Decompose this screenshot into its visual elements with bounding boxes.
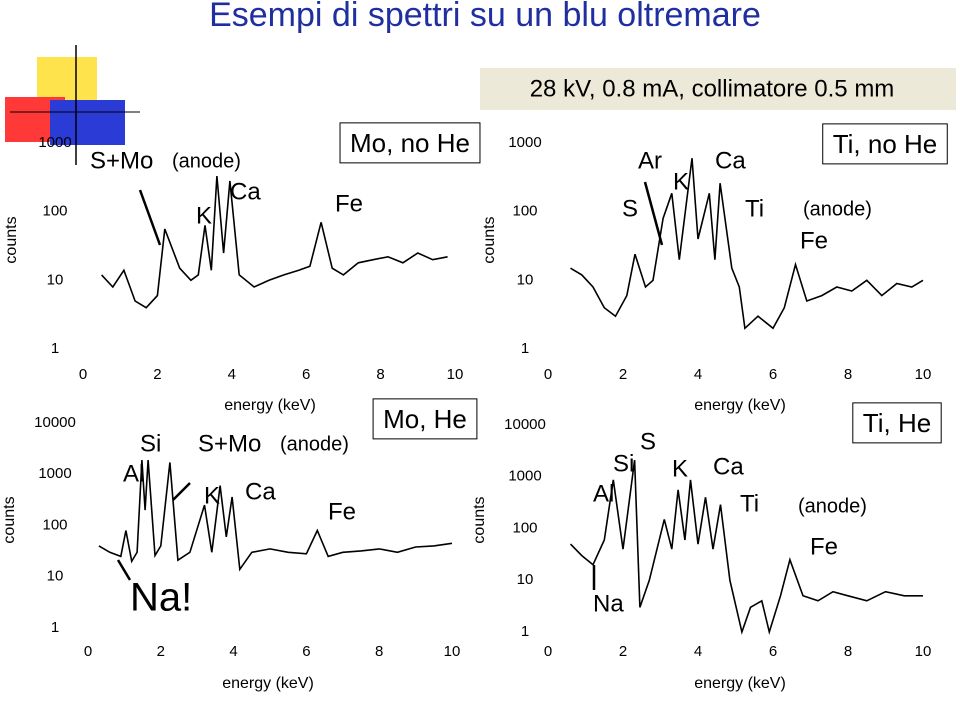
x-tick-label: 10 <box>447 366 464 383</box>
subtitle: 28 kV, 0.8 mA, collimatore 0.5 mm <box>530 75 895 102</box>
annotation: Fe <box>335 190 363 217</box>
annotation: Ca <box>713 453 744 480</box>
y-tick-label: 1000 <box>38 465 71 482</box>
annotation: Ti, He <box>863 408 931 438</box>
x-tick-label: 4 <box>694 366 702 383</box>
y-tick-label: 1 <box>521 623 529 640</box>
x-tick-label: 0 <box>79 366 87 383</box>
slide-title: Esempi di spettri su un blu oltremare <box>209 0 761 34</box>
x-tick-label: 10 <box>915 366 932 383</box>
annotation: (anode) <box>280 433 349 455</box>
deco-blue <box>50 100 125 145</box>
y-axis-label: counts <box>481 216 498 263</box>
y-tick-label: 100 <box>512 203 537 220</box>
x-tick-label: 0 <box>544 643 552 660</box>
annotation: K <box>196 202 212 229</box>
annotation: (anode) <box>798 495 867 517</box>
y-tick-label: 1000 <box>38 134 71 151</box>
y-tick-label: 10 <box>47 568 64 585</box>
annotation: Al <box>123 460 144 487</box>
annotation: (anode) <box>172 150 241 172</box>
x-tick-label: 8 <box>376 366 384 383</box>
x-tick-label: 2 <box>619 366 627 383</box>
pointer-arrows <box>116 181 664 590</box>
y-tick-label: 10 <box>517 571 534 588</box>
y-tick-label: 10000 <box>504 416 546 433</box>
annotation-box <box>852 402 942 444</box>
x-tick-label: 2 <box>157 643 165 660</box>
x-tick-label: 6 <box>302 366 310 383</box>
subtitle-box <box>480 68 956 110</box>
annotation: Al <box>593 480 614 507</box>
x-tick-label: 2 <box>153 366 161 383</box>
spectrum-line <box>569 459 923 636</box>
x-tick-label: 0 <box>544 366 552 383</box>
annotation-box <box>339 122 481 164</box>
y-tick-label: 1 <box>51 340 59 357</box>
annotation-box <box>372 398 478 440</box>
x-axis-label: energy (keV) <box>694 397 786 414</box>
spectrum-line <box>570 158 924 330</box>
y-axis-label: counts <box>3 216 20 263</box>
annotation: K <box>672 455 688 482</box>
x-tick-label: 8 <box>844 643 852 660</box>
x-tick-label: 0 <box>84 643 92 660</box>
annotation: Ti <box>740 490 759 517</box>
y-tick-label: 100 <box>42 516 67 533</box>
x-axis-label: energy (keV) <box>222 675 314 692</box>
y-tick-label: 10 <box>47 271 64 288</box>
annotation: Ti <box>745 195 764 222</box>
y-tick-label: 10000 <box>34 414 76 431</box>
annotation: Fe <box>810 533 838 560</box>
x-tick-label: 10 <box>444 643 461 660</box>
y-axis-label: counts <box>471 496 488 543</box>
x-tick-label: 8 <box>375 643 383 660</box>
x-tick-label: 8 <box>844 366 852 383</box>
annotation: Ca <box>245 478 276 505</box>
annotation: Si <box>140 430 161 457</box>
x-tick-label: 4 <box>229 643 237 660</box>
x-tick-label: 4 <box>694 643 702 660</box>
annotation: S+Mo <box>198 430 261 457</box>
y-tick-label: 10 <box>517 271 534 288</box>
x-axis-label: energy (keV) <box>224 397 316 414</box>
y-tick-label: 1 <box>51 619 59 636</box>
annotation: S <box>640 428 656 455</box>
y-tick-label: 1000 <box>508 134 541 151</box>
y-tick-label: 1 <box>521 340 529 357</box>
annotation: Ti, no He <box>833 129 938 159</box>
annotation: Mo, no He <box>350 128 470 158</box>
annotation: Ca <box>230 178 261 205</box>
annotation: Si <box>613 450 634 477</box>
x-tick-label: 6 <box>769 643 777 660</box>
annotation: Na! <box>130 576 192 620</box>
x-tick-label: 10 <box>915 643 932 660</box>
annotation: Mo, He <box>383 404 467 434</box>
x-axis-label: energy (keV) <box>694 675 786 692</box>
annotation: S <box>622 195 638 222</box>
x-tick-label: 2 <box>619 643 627 660</box>
annotation: Fe <box>800 227 828 254</box>
spectrum-line <box>101 176 448 309</box>
y-axis-label: counts <box>1 496 18 543</box>
annotation: K <box>673 168 689 195</box>
annotation: Ar <box>638 147 662 174</box>
annotation: Ca <box>715 147 746 174</box>
y-tick-label: 1000 <box>508 468 541 485</box>
annotation-box <box>822 123 948 165</box>
annotation: Fe <box>328 498 356 525</box>
annotation: K <box>204 482 220 509</box>
x-tick-label: 6 <box>769 366 777 383</box>
y-tick-label: 100 <box>42 203 67 220</box>
x-tick-label: 6 <box>302 643 310 660</box>
annotation: (anode) <box>803 198 872 220</box>
annotation: Na <box>593 590 624 617</box>
spectrum-line <box>98 459 453 572</box>
x-tick-label: 4 <box>228 366 236 383</box>
y-tick-label: 100 <box>512 519 537 536</box>
annotation: S+Mo <box>90 147 153 174</box>
